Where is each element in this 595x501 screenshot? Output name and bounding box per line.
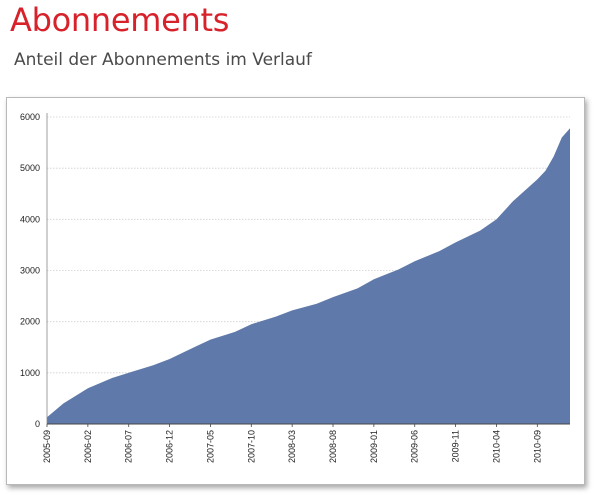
- x-tick-label: 2008-08: [328, 430, 338, 463]
- page-subtitle: Anteil der Abonnements im Verlauf: [14, 50, 312, 70]
- x-tick-label: 2009-01: [369, 430, 379, 463]
- x-tick-label: 2007-05: [205, 430, 215, 463]
- page-title: Abonnements: [10, 1, 230, 39]
- x-tick-label: 2010-09: [532, 430, 542, 463]
- x-tick-label: 2005-09: [42, 430, 52, 463]
- y-tick-label: 2000: [20, 317, 40, 327]
- x-tick-label: 2009-11: [451, 430, 461, 462]
- y-tick-label: 5000: [20, 163, 40, 173]
- y-tick-label: 4000: [20, 214, 40, 224]
- x-tick-label: 2009-06: [410, 430, 420, 463]
- axes: [46, 113, 570, 425]
- x-tick-label: 2006-07: [124, 430, 134, 463]
- area-chart: 0 1000 2000 3000 4000 5000 6000 2005-09 2006-02…: [20, 112, 570, 463]
- area-layer: [47, 128, 570, 425]
- x-tick-label: 2010-04: [491, 430, 501, 463]
- chart-frame: 0 1000 2000 3000 4000 5000 6000 2005-09 2006-02…: [6, 97, 585, 485]
- y-tick-labels: 0 1000 2000 3000 4000 5000 6000: [20, 112, 40, 429]
- y-tick-label: 1000: [20, 368, 40, 378]
- series-area: [47, 128, 570, 425]
- x-tick-label: 2006-02: [83, 430, 93, 463]
- x-tick-label: 2007-10: [246, 430, 256, 463]
- x-tick-label: 2008-03: [287, 430, 297, 463]
- y-tick-label: 6000: [20, 112, 40, 122]
- x-tick-labels: 2005-09 2006-02 2006-07 2006-12 2007-05 2007-…: [42, 424, 542, 463]
- y-tick-label: 0: [35, 419, 40, 429]
- y-tick-label: 3000: [20, 266, 40, 276]
- x-tick-label: 2006-12: [165, 430, 175, 463]
